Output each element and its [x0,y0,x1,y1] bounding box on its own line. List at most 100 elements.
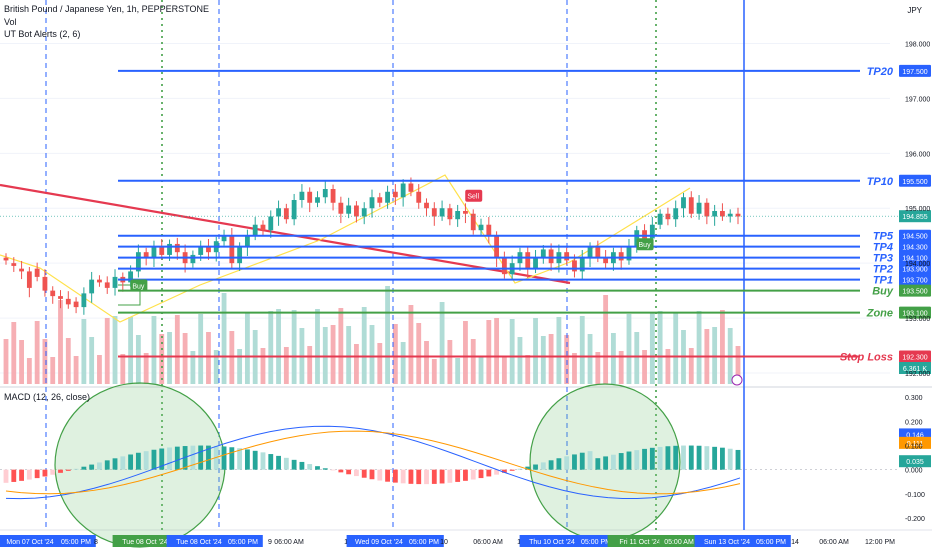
macd-hist-bar [501,469,507,473]
candle [206,246,211,253]
macd-hist-bar [135,452,141,470]
level-value: 194.100 [902,256,927,263]
volume-bar [73,356,79,384]
volume-bar [322,327,328,384]
candle [112,276,118,288]
volume-bar [315,309,320,384]
volume-bar [97,355,102,384]
macd-hist-bar [463,469,468,481]
candle [377,197,383,203]
macd-hist-bar [564,456,570,470]
volume-bar [346,326,352,384]
volume-bar [361,307,367,384]
current-price-tag [899,210,931,223]
candle [626,246,632,261]
volume-bar [673,312,679,384]
level-tag [899,284,931,297]
volume-bar [556,317,562,384]
time-label: Fri 11 Oct '24 [619,539,660,546]
signal-badge [465,189,483,202]
candle [416,191,422,203]
macd-hist-bar [244,449,250,470]
time-label-bg [607,535,673,547]
volume-bar [128,317,134,384]
candle [159,246,165,255]
macd-hist-bar [143,451,149,470]
candle [463,210,468,214]
price-tick: 196.000 [905,151,930,158]
candle [73,301,79,308]
volume-tag [899,362,931,374]
candle [260,224,266,231]
volume-bar [159,334,165,384]
level-name: TP10 [867,176,894,188]
time-label: Wed 09 Oct '24 [355,539,403,546]
volume-bar [587,334,593,384]
macd-hist-bar [400,469,406,484]
macd-hist-bar [424,469,429,485]
macd-hist-bar [727,448,733,470]
macd-hist-bar [291,459,297,470]
time-label-bg [751,535,791,547]
macd-hist-bar [198,445,204,470]
level-lines: TP20 197.500 TP10 195.500 TP5 194.500 TP4 194.3… [0,64,931,386]
time-label: Thu 10 Oct '24 [529,539,575,546]
volume-bar [501,356,507,384]
volume-bar [190,351,196,384]
candle [657,213,663,225]
volume-bar [564,335,570,384]
candle [470,213,476,231]
macd-hist-bar [221,446,227,470]
macd-tag-value: 0.035 [906,459,924,466]
macd-hist-bar [338,469,344,473]
time-label: 8 [94,539,98,546]
macd-hist-bar [509,469,515,471]
candle [322,189,328,198]
volume-bar [206,332,211,384]
volume-bar [167,332,172,384]
macd-hist-bar [174,446,180,470]
macd-tick: 0.100 [905,444,923,451]
volume-bar [34,321,40,384]
volume-bar [610,333,616,384]
macd-tick: -0.200 [905,516,925,523]
candle [727,213,733,217]
volume-bar [548,334,554,384]
candle [720,210,725,217]
volume-bar [276,309,281,384]
trend-lines [0,174,691,323]
macd-hist-bar [260,452,266,470]
macd-hist-bar [626,451,632,470]
candle [229,235,235,264]
time-label: 05:00 PM [581,539,611,546]
volume-bar [330,325,336,384]
candle [564,252,570,261]
macd-panel: 0.146 0.111 0.035 [0,382,931,548]
volume-bar [151,316,157,384]
volume-value: 6.361 K [903,366,927,373]
time-label: 06:00 AM [473,539,503,546]
time-label: Tue 08 Oct '24 [176,539,222,546]
level-name: TP2 [873,264,893,276]
macd-hist-bar [618,453,624,470]
macd-hist-bar [151,449,157,470]
macd-tag-value: 0.146 [906,432,924,439]
level-name: Stop Loss [840,352,893,364]
price-tick: 192.000 [905,371,930,378]
macd-hist-bar [81,466,87,470]
candle [540,249,546,258]
macd-hist-bar [392,469,398,483]
candle [315,197,320,203]
macd-hist-bar [610,454,616,470]
volume-bar [517,337,523,384]
volume-bar [221,293,227,384]
level-tag [899,350,931,363]
time-label: 12:00 PM [865,539,895,546]
candle [385,191,390,203]
candle [735,213,741,217]
volume-bar [478,357,484,384]
level-tag [899,229,931,242]
macd-hist-bar [104,460,110,470]
